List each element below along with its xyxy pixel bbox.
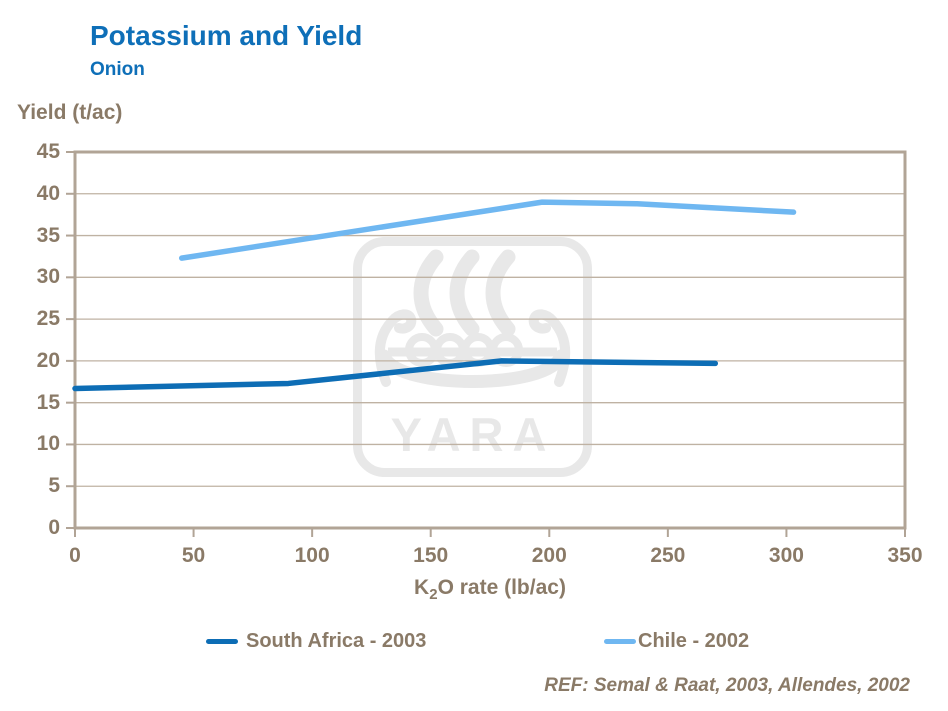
x-axis-title-base: K <box>414 576 430 599</box>
y-tick-label-15: 15 <box>36 390 60 414</box>
y-tick-label-35: 35 <box>36 223 60 247</box>
viking-ship-icon <box>374 249 571 388</box>
series-line-0 <box>72 358 719 392</box>
y-tick-label-20: 20 <box>36 348 60 372</box>
y-axis-title: Yield (t/ac) <box>17 101 123 124</box>
y-tick-label-25: 25 <box>36 307 60 331</box>
x-axis-title-subscript: 2 <box>429 586 438 604</box>
y-tick-label-0: 0 <box>48 516 60 539</box>
x-tick-label-0: 0 <box>69 544 81 567</box>
x-tick-label-100: 100 <box>294 544 330 567</box>
axes-layer <box>66 150 907 537</box>
y-tick-label-30: 30 <box>36 265 60 289</box>
x-tick-label-350: 350 <box>887 544 923 567</box>
reference-text: REF: Semal & Raat, 2003, Allendes, 2002 <box>544 675 910 696</box>
x-axis-title: K2O rate (lb/ac) <box>75 576 905 603</box>
gridlines-layer <box>75 193 905 487</box>
y-tick-label-40: 40 <box>36 181 60 205</box>
x-tick-label-50: 50 <box>181 544 206 567</box>
data-series-layer <box>72 199 797 392</box>
y-tick-label-10: 10 <box>36 432 60 456</box>
watermark-text: YARA <box>391 408 556 461</box>
x-axis-title-rest: O rate (lb/ac) <box>437 576 566 599</box>
chart-title: Potassium and Yield <box>90 20 363 51</box>
plot-border <box>73 150 907 530</box>
x-tick-label-250: 250 <box>650 544 686 567</box>
x-tick-label-200: 200 <box>531 544 567 567</box>
legend-swatch-chile <box>604 639 636 644</box>
legend-item-south-africa: South Africa - 2003 <box>206 630 426 653</box>
legend-label-chile: Chile - 2002 <box>638 630 750 652</box>
watermark-frame <box>353 237 592 477</box>
series-line-1 <box>178 199 797 261</box>
chart-subtitle: Onion <box>90 59 145 80</box>
legend-item-chile: Chile - 2002 <box>604 630 749 653</box>
yara-logo-watermark: YARA <box>353 237 592 477</box>
y-tick-label-5: 5 <box>48 474 60 498</box>
legend-swatch-south-africa <box>206 639 238 644</box>
x-tick-label-300: 300 <box>768 544 804 567</box>
x-tick-label-150: 150 <box>413 544 449 567</box>
legend-label-south-africa: South Africa - 2003 <box>246 630 427 652</box>
y-tick-label-45: 45 <box>36 140 60 163</box>
